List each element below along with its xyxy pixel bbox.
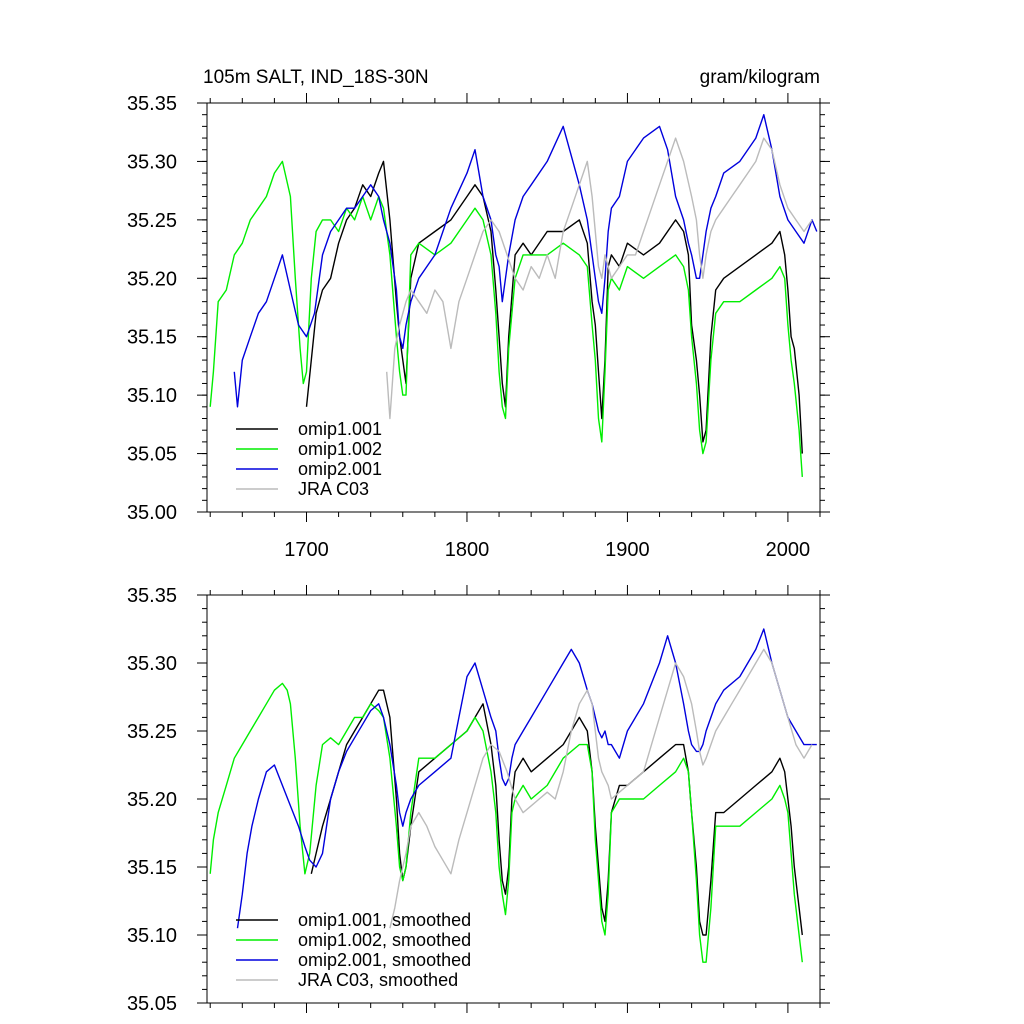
y-tick-label: 35.00 [127, 502, 177, 524]
series-line-omip2-001 [233, 113, 818, 408]
y-tick-label: 35.05 [127, 444, 177, 466]
y-tick-label: 35.30 [127, 151, 177, 173]
plot-frame [206, 102, 821, 513]
y-tick-label: 35.20 [127, 268, 177, 290]
y-tick-label: 35.10 [127, 385, 177, 407]
x-tick-label: 2000 [766, 539, 811, 561]
y-tick-label: 35.25 [127, 210, 177, 232]
y-tick-label: 35.25 [127, 721, 177, 743]
legend-label: omip2.001 [298, 459, 382, 479]
legend-label: omip1.001 [298, 419, 382, 439]
y-tick-label: 35.30 [127, 653, 177, 675]
units-label: gram/kilogram [700, 67, 820, 88]
x-tick-label: 1900 [605, 539, 650, 561]
series-line-omip2-001 [236, 628, 817, 929]
chart-title: 105m SALT, IND_18S-30N [203, 67, 429, 88]
y-tick-label: 35.15 [127, 327, 177, 349]
legend-label: JRA C03, smoothed [298, 970, 458, 990]
legend-label: omip2.001, smoothed [298, 950, 471, 970]
top-panel-raw: 35.00 35.05 35.10 35.15 35.20 35.25 35.30 35.35… [127, 67, 830, 561]
y-tick-label: 35.35 [127, 585, 177, 607]
series-line-jra-c03 [389, 648, 813, 929]
y-tick-label: 35.15 [127, 857, 177, 879]
y-tick-label: 35.05 [127, 993, 177, 1015]
legend-label: omip1.001, smoothed [298, 910, 471, 930]
x-tick-label: 1800 [445, 539, 490, 561]
y-tick-label: 35.35 [127, 93, 177, 115]
series-line-jra-c03 [386, 137, 813, 420]
legend-label: omip1.002, smoothed [298, 930, 471, 950]
bottom-panel-smoothed: 35.05 35.10 35.15 35.20 35.25 35.30 35.35 omip1… [127, 585, 830, 1015]
series-line-omip1-002 [209, 160, 803, 477]
series-line-omip1-002 [209, 682, 803, 963]
legend-label: JRA C03 [298, 479, 369, 499]
x-tick-label: 1700 [284, 539, 329, 561]
y-tick-label: 35.20 [127, 789, 177, 811]
y-tick-label: 35.10 [127, 925, 177, 947]
legend-label: omip1.002 [298, 439, 382, 459]
series-line-omip1-001 [310, 689, 803, 936]
